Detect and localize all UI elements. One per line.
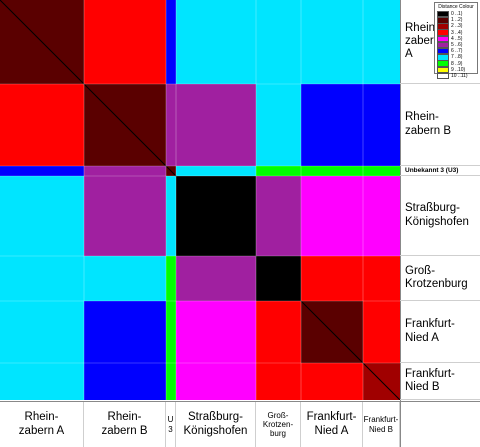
heatmap-block-5-0 — [0, 301, 85, 364]
legend-entry: 7 ..8) — [437, 54, 475, 61]
legend-swatch — [437, 29, 449, 36]
heatmap-block-5-6 — [363, 301, 400, 364]
right-divider — [400, 0, 401, 447]
legend-entry-label: 4 ..5) — [451, 35, 463, 42]
legend-entry-label: 6 ..7) — [451, 48, 463, 55]
column-label: Frankfurt- Nied A — [301, 402, 363, 447]
legend-entry: 3 ..4) — [437, 29, 475, 36]
legend-swatch — [437, 35, 449, 43]
heatmap-block-4-5 — [301, 256, 364, 302]
legend-entry-label: 5 ..6) — [451, 42, 463, 49]
heatmap-block-1-3 — [176, 84, 257, 167]
color-legend: Distance Colour 0 ..1) 1 ..2) 2 ..3) 3 ..4)… — [434, 2, 478, 80]
legend-swatch — [437, 41, 449, 49]
heatmap-block-6-2 — [166, 363, 177, 400]
heatmap-block-1-5 — [301, 84, 364, 167]
legend-entry: 0 ..1) — [437, 10, 475, 18]
heatmap-block-4-6 — [363, 256, 400, 302]
heatmap-block-5-3 — [176, 301, 257, 364]
legend-entry-label: 1 ..2) — [451, 17, 463, 24]
legend-swatch — [437, 23, 449, 30]
column-label: Rhein- zabern A — [0, 402, 84, 447]
heatmap-block-2-5 — [301, 166, 364, 177]
heatmap-block-3-5 — [301, 176, 364, 257]
legend-entry-label: 8 ..9) — [451, 60, 463, 67]
legend-swatch — [437, 47, 449, 55]
heatmap-block-3-4 — [256, 176, 302, 257]
legend-entry: 2 ..3) — [437, 23, 475, 30]
legend-swatch — [437, 66, 449, 74]
legend-entry: 10 ..11) — [437, 72, 475, 80]
heatmap-block-6-3 — [176, 363, 257, 400]
legend-entry-label: 9 ..10) — [451, 66, 466, 73]
legend-entry-label: 0 ..1) — [451, 11, 463, 18]
row-label: Groß- Krotzenburg — [400, 256, 480, 301]
legend-entry: 4 ..5) — [437, 35, 475, 43]
heatmap-block-2-3 — [176, 166, 257, 177]
heatmap-block-1-4 — [256, 84, 302, 167]
legend-swatch — [437, 72, 449, 80]
row-label: Straßburg- Königshofen — [400, 176, 480, 256]
heatmap-block-6-5 — [301, 363, 364, 400]
row-label: Frankfurt- Nied A — [400, 301, 480, 363]
row-label: Frankfurt- Nied B — [400, 363, 480, 400]
heatmap-block-0-1 — [84, 0, 167, 85]
row-label: Unbekannt 3 (U3) — [400, 166, 480, 176]
legend-title: Distance Colour — [438, 4, 474, 10]
heatmap-block-4-2 — [166, 256, 177, 302]
row-label: Rhein- zabern A — [400, 0, 480, 84]
legend-entry-label: 3 ..4) — [451, 29, 463, 36]
legend-swatch — [437, 54, 449, 61]
legend-swatch — [437, 60, 449, 67]
legend-entry: 9 ..10) — [437, 66, 475, 74]
legend-swatch — [437, 17, 449, 24]
legend-swatch — [437, 10, 449, 18]
heatmap-block-0-2 — [166, 0, 177, 85]
row-label: Rhein- zabern B — [400, 84, 480, 166]
heatmap-block-4-1 — [84, 256, 167, 302]
heatmap-svg — [0, 0, 400, 400]
column-label: Groß- Krotzen- burg — [256, 402, 301, 447]
column-label: Rhein- zabern B — [84, 402, 166, 447]
heatmap-block-5-4 — [256, 301, 302, 364]
legend-entry-label: 2 ..3) — [451, 23, 463, 30]
heatmap-block-5-1 — [84, 301, 167, 364]
column-label: U 3 — [166, 402, 176, 447]
heatmap-block-2-6 — [363, 166, 400, 177]
heatmap-block-4-3 — [176, 256, 257, 302]
legend-entry: 5 ..6) — [437, 41, 475, 49]
heatmap-block-6-4 — [256, 363, 302, 400]
legend-entry-label: 7 ..8) — [451, 54, 463, 61]
column-label: Frankfurt- Nied B — [363, 402, 400, 447]
heatmap-block-3-1 — [84, 176, 167, 257]
distance-heatmap — [0, 0, 400, 400]
heatmap-block-0-4 — [256, 0, 302, 85]
heatmap-block-0-3 — [176, 0, 257, 85]
heatmap-block-0-5 — [301, 0, 364, 85]
heatmap-block-3-0 — [0, 176, 85, 257]
heatmap-block-0-6 — [363, 0, 400, 85]
heatmap-block-2-1 — [84, 166, 167, 177]
legend-entry-label: 10 ..11) — [451, 72, 468, 79]
heatmap-block-2-0 — [0, 166, 85, 177]
heatmap-block-6-1 — [84, 363, 167, 400]
heatmap-block-1-6 — [363, 84, 400, 167]
legend-entry: 1 ..2) — [437, 17, 475, 24]
heatmap-block-2-4 — [256, 166, 302, 177]
heatmap-block-5-2 — [166, 301, 177, 364]
heatmap-block-4-0 — [0, 256, 85, 302]
heatmap-diagonal — [0, 0, 400, 400]
bottom-divider — [0, 401, 480, 402]
legend-entry: 6 ..7) — [437, 47, 475, 55]
heatmap-block-3-6 — [363, 176, 400, 257]
heatmap-block-6-0 — [0, 363, 85, 400]
column-label: Straßburg- Königshofen — [176, 402, 256, 447]
heatmap-block-1-0 — [0, 84, 85, 167]
legend-entry: 8 ..9) — [437, 60, 475, 67]
heatmap-block-3-2 — [166, 176, 177, 257]
heatmap-block-1-2 — [166, 84, 177, 167]
